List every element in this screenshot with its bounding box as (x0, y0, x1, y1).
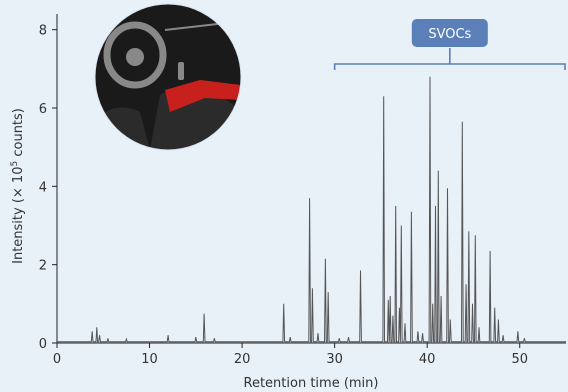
svocs-label-box (411, 19, 488, 47)
chromatogram-trace (57, 76, 566, 343)
svocs-label: SVOCs (428, 27, 471, 42)
x-tick-label: 10 (141, 352, 158, 367)
y-tick-label: 8 (39, 24, 47, 39)
svocs-bracket (333, 48, 566, 70)
x-tick-label: 20 (234, 352, 251, 367)
x-tick-label: 30 (326, 352, 343, 367)
y-tick-label: 4 (39, 180, 47, 195)
y-axis-title-exponent: 5 (10, 161, 20, 167)
photo-frame (94, 3, 242, 151)
y-tick-label: 2 (39, 259, 47, 274)
axes (56, 14, 566, 344)
x-ticks: 0 10 20 30 40 50 (53, 343, 528, 367)
y-axis-title: Intensity (× 105 counts) (10, 108, 26, 264)
car-interior-photo (95, 4, 241, 150)
y-tick-label: 6 (39, 102, 47, 117)
x-axis-title: Retention time (min) (244, 376, 379, 391)
x-tick-label: 50 (511, 352, 528, 367)
y-axis-title-suffix: counts) (11, 108, 26, 161)
x-tick-label: 0 (53, 352, 61, 367)
svocs-annotation: SVOCs (333, 19, 566, 70)
y-tick-label: 0 (39, 337, 47, 352)
y-ticks: 0 2 4 6 8 (39, 24, 57, 352)
x-tick-label: 40 (419, 352, 436, 367)
y-axis-title-prefix: Intensity (× 10 (11, 167, 26, 264)
